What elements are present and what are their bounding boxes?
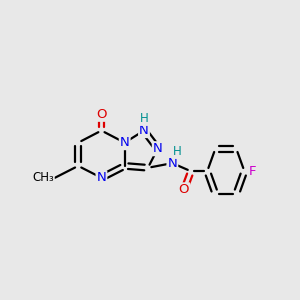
- Text: F: F: [249, 165, 256, 178]
- Text: N: N: [153, 142, 163, 155]
- Text: H: H: [140, 112, 148, 125]
- Text: CH₃: CH₃: [32, 171, 54, 184]
- Text: N: N: [139, 124, 149, 137]
- Text: O: O: [179, 183, 189, 196]
- Text: O: O: [96, 108, 107, 121]
- Text: N: N: [97, 171, 106, 184]
- Text: N: N: [120, 136, 130, 149]
- Text: H: H: [172, 145, 182, 158]
- Text: N: N: [167, 157, 177, 169]
